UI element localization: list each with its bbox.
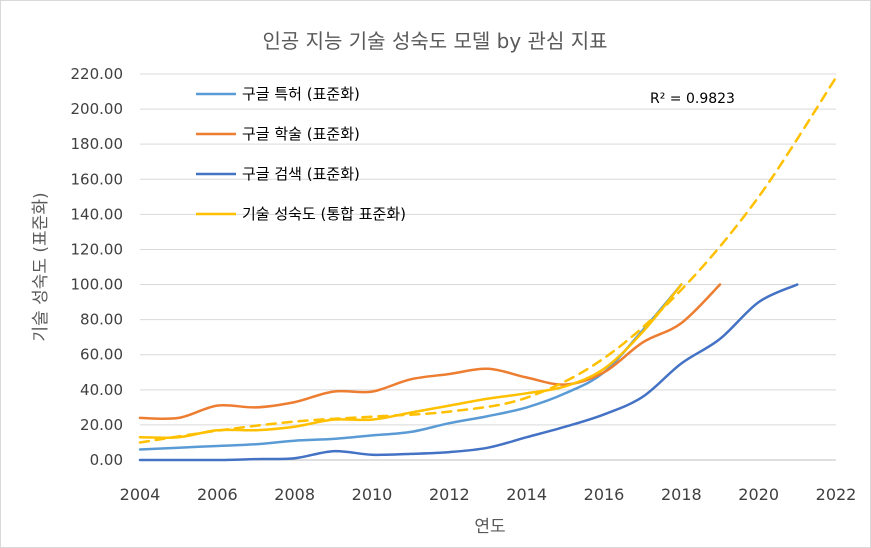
legend: 구글 특허 (표준화) 구글 학술 (표준화) 구글 검색 (표준화) 기술 성숙도 … — [196, 85, 406, 223]
series-line-0 — [138, 283, 683, 451]
y-tick-label: 120.00 — [71, 240, 124, 258]
y-tick-label: 60.00 — [80, 346, 123, 364]
chart-title: 인공 지능 기술 성숙도 모델 by 관심 지표 — [262, 29, 607, 53]
legend-entry: 구글 학술 (표준화) — [242, 125, 360, 143]
x-tick-label: 2004 — [120, 485, 161, 504]
x-tick-label: 2010 — [352, 485, 393, 504]
y-tick-label: 100.00 — [71, 276, 124, 294]
r-squared-annotation: R² = 0.9823 — [650, 91, 735, 107]
x-tick-label: 2020 — [738, 485, 779, 504]
x-tick-label: 2022 — [816, 485, 857, 504]
legend-entry: 구글 검색 (표준화) — [242, 165, 360, 183]
y-tick-label: 160.00 — [71, 170, 124, 188]
y-tick-label: 80.00 — [80, 311, 123, 329]
trendline-series — [138, 76, 838, 444]
legend-entry: 기술 성숙도 (통합 표준화) — [242, 205, 406, 223]
series-line-2 — [138, 283, 799, 462]
series-layer — [138, 76, 838, 462]
y-tick-label: 20.00 — [80, 416, 123, 434]
y-tick-label: 0.00 — [90, 451, 123, 469]
y-tick-label: 180.00 — [71, 135, 124, 153]
x-tick-label: 2008 — [274, 485, 315, 504]
y-axis-label: 기술 성숙도 (표준화) — [31, 192, 51, 341]
series-line-1 — [138, 283, 722, 421]
x-axis-ticks: 2004 2006 2008 2010 2012 2014 2016 2018 2020 2022 — [120, 485, 857, 504]
x-tick-label: 2016 — [584, 485, 625, 504]
y-tick-label: 140.00 — [71, 205, 124, 223]
y-tick-label: 40.00 — [80, 381, 123, 399]
y-tick-label: 220.00 — [71, 65, 124, 83]
legend-entry: 구글 특허 (표준화) — [242, 85, 360, 103]
x-tick-label: 2006 — [197, 485, 238, 504]
y-tick-label: 200.00 — [71, 100, 124, 118]
x-axis-label: 연도 — [474, 517, 505, 537]
x-tick-label: 2014 — [506, 485, 547, 504]
x-tick-label: 2018 — [661, 485, 702, 504]
x-tick-label: 2012 — [429, 485, 470, 504]
y-axis-ticks: 0.00 20.00 40.00 60.00 80.00 100.00 120.00 140.… — [71, 65, 124, 469]
